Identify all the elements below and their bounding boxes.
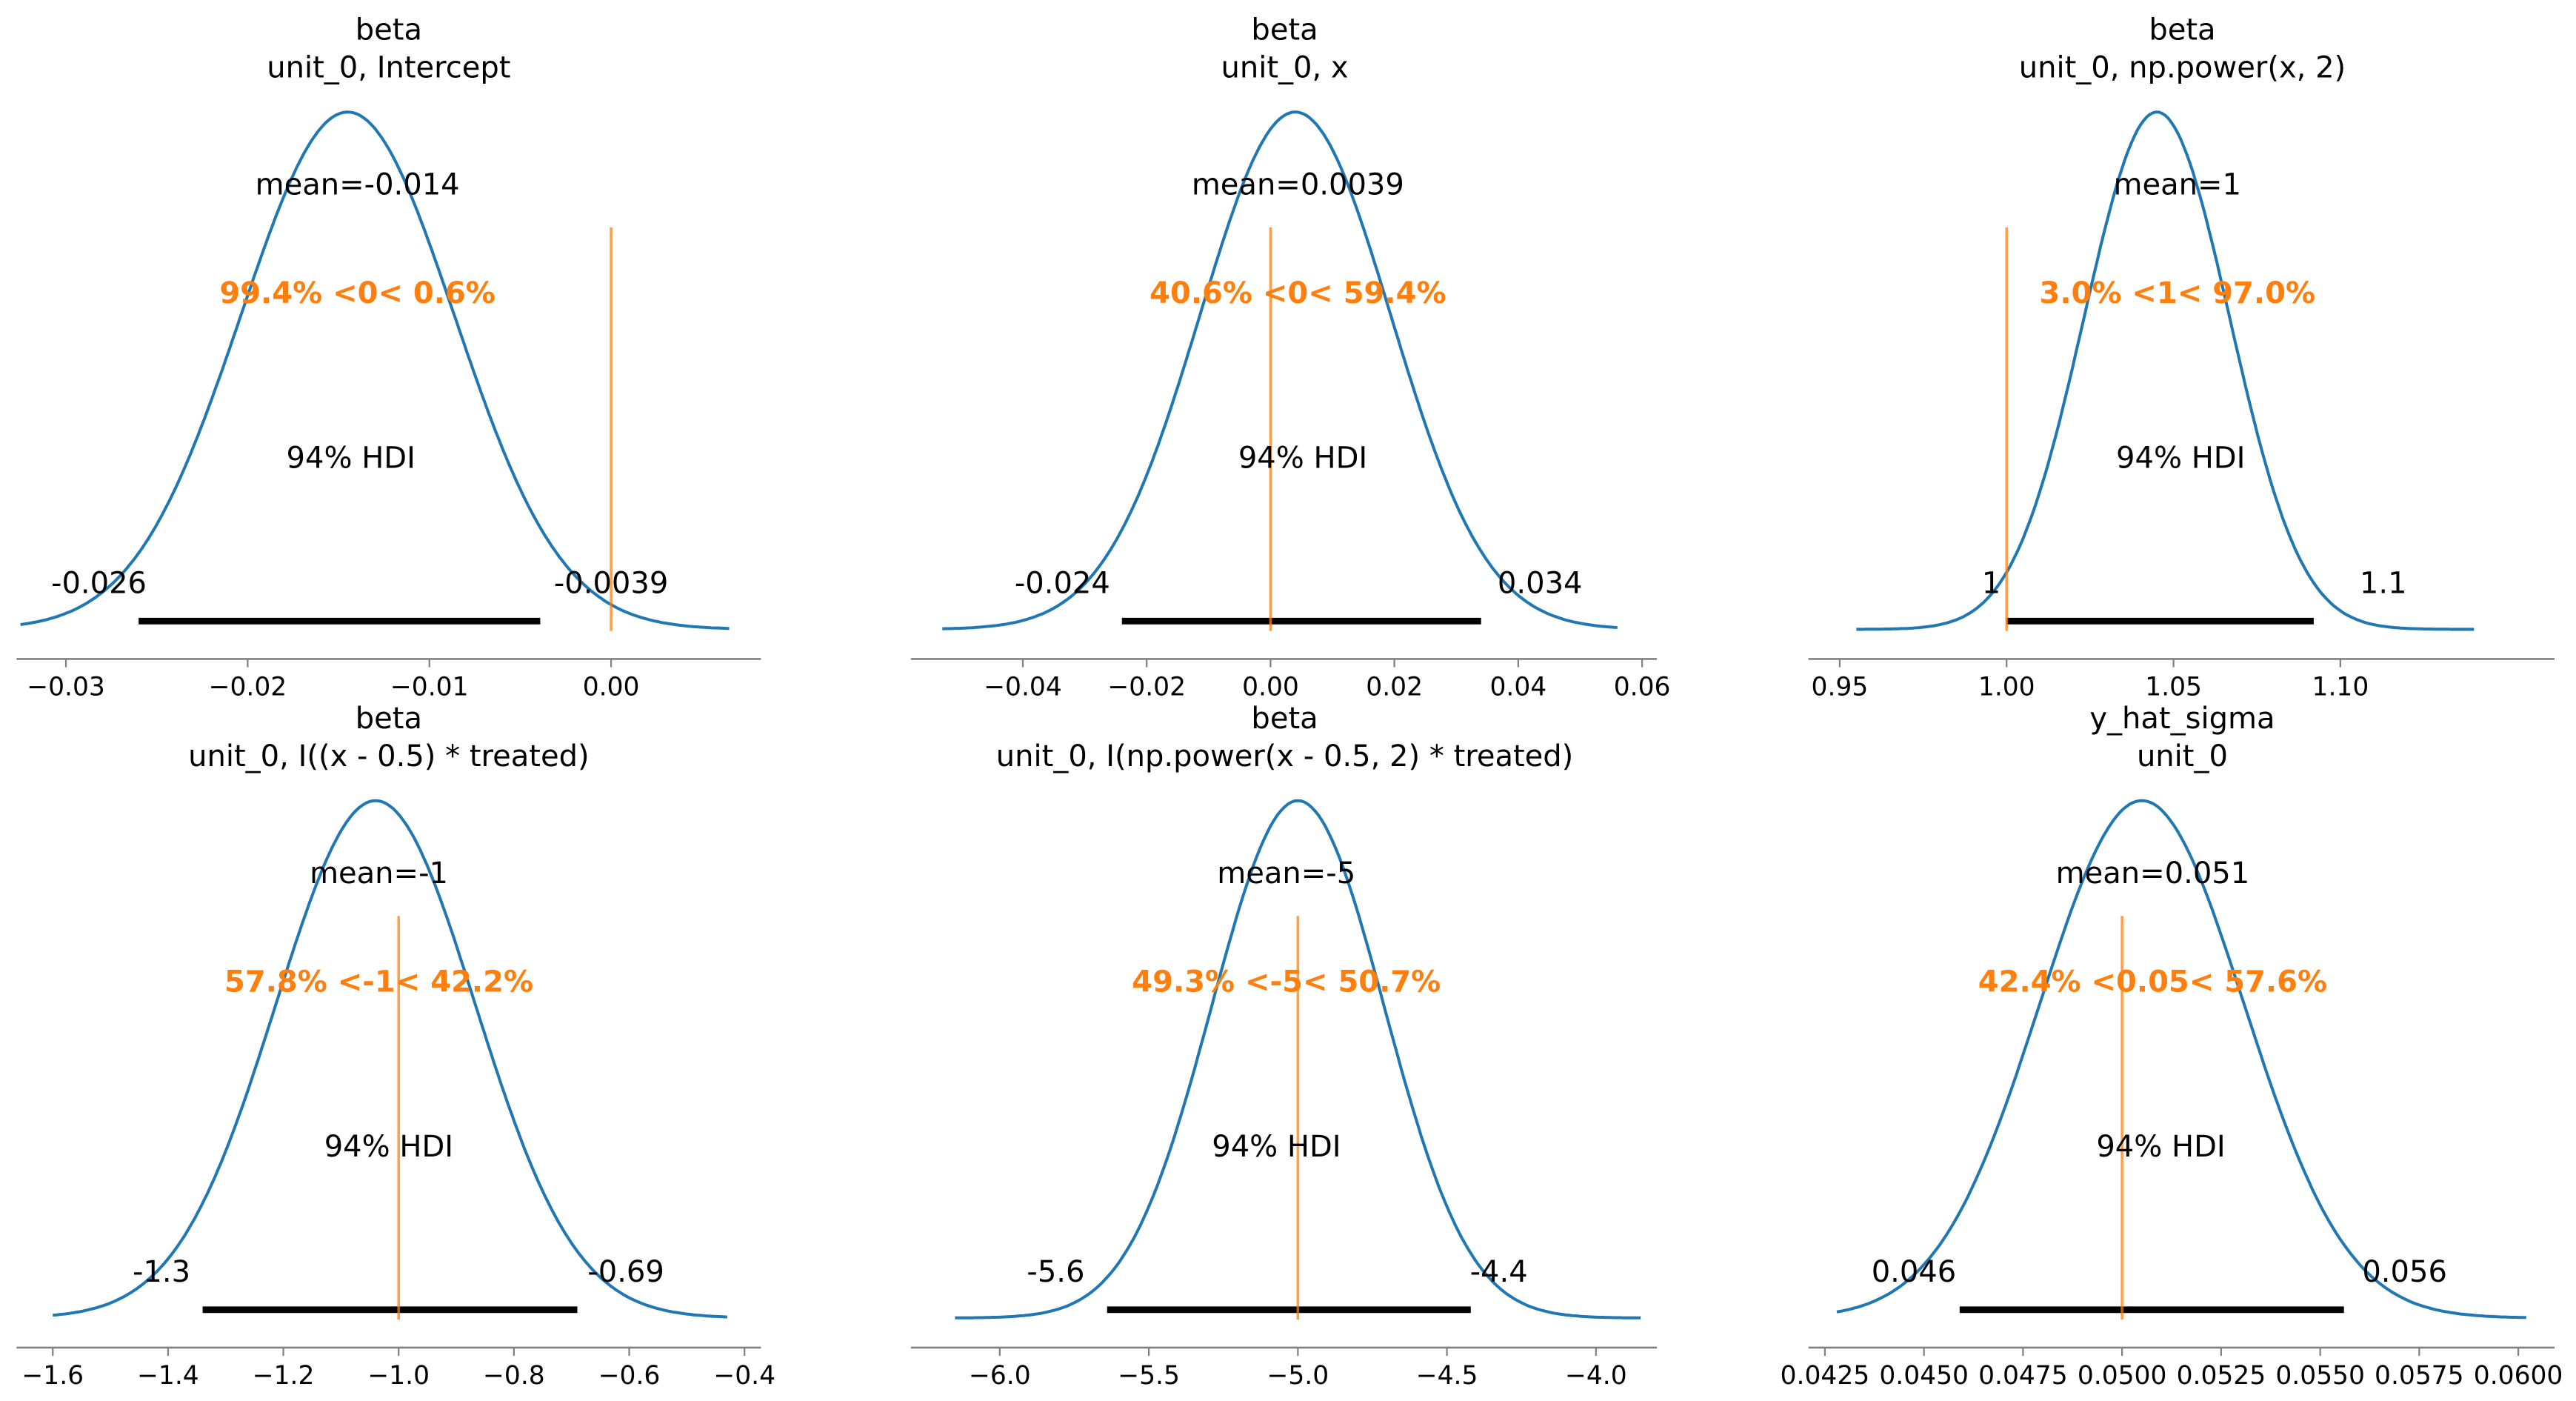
panel-title-line2: unit_0, x <box>1221 51 1348 85</box>
x-tick-label: −0.6 <box>598 1361 661 1391</box>
hdi-label: 94% HDI <box>2116 442 2245 476</box>
hdi-lower-label: -1.3 <box>133 1255 190 1289</box>
x-tick-label: 0.06 <box>1614 672 1671 702</box>
hdi-label: 94% HDI <box>2096 1130 2225 1164</box>
x-tick-label: −1.2 <box>253 1361 315 1391</box>
reference-probability-label: 49.3% <-5< 50.7% <box>1132 965 1441 999</box>
panel-title-line2: unit_0, np.power(x, 2) <box>2019 51 2346 85</box>
mean-label: mean=0.051 <box>2056 856 2250 891</box>
x-tick-label: −5.5 <box>1118 1361 1180 1391</box>
hdi-lower-label: -0.024 <box>1015 567 1110 601</box>
panel-title-line1: y_hat_sigma <box>2089 702 2275 736</box>
x-tick-label: 0.0450 <box>1879 1361 1969 1391</box>
kde-curve <box>955 799 1641 1320</box>
x-tick-label: 0.0600 <box>2474 1361 2563 1391</box>
x-tick-label: −1.0 <box>367 1361 430 1391</box>
panel-title-line2: unit_0, I((x - 0.5) * treated) <box>188 739 589 773</box>
x-tick-label: 0.00 <box>583 672 640 702</box>
x-tick-label: 0.0475 <box>1978 1361 2068 1391</box>
x-tick-label: −0.01 <box>390 672 469 702</box>
reference-probability-label: 40.6% <0< 59.4% <box>1149 276 1446 310</box>
x-tick-label: −1.4 <box>137 1361 199 1391</box>
panel-title-line2: unit_0, Intercept <box>267 51 510 85</box>
x-tick-label: 0.0575 <box>2375 1361 2464 1391</box>
reference-probability-label: 42.4% <0.05< 57.6% <box>1978 965 2327 999</box>
x-tick-label: 1.10 <box>2312 672 2369 702</box>
x-tick-label: −0.02 <box>209 672 287 702</box>
panel-title-line2: unit_0, I(np.power(x - 0.5, 2) * treated… <box>996 739 1574 773</box>
x-tick-label: −6.0 <box>969 1361 1031 1391</box>
panel-title-line1: beta <box>356 702 422 736</box>
x-tick-label: 0.0425 <box>1781 1361 1870 1391</box>
mean-label: mean=1 <box>2114 167 2241 202</box>
x-tick-label: 0.95 <box>1812 672 1869 702</box>
hdi-lower-label: 1 <box>1982 567 2001 601</box>
x-tick-label: 0.0525 <box>2177 1361 2266 1391</box>
mean-label: mean=0.0039 <box>1192 167 1404 202</box>
hdi-lower-label: -0.026 <box>51 567 147 601</box>
x-tick-label: −5.0 <box>1267 1361 1329 1391</box>
x-tick-label: −1.6 <box>21 1361 84 1391</box>
hdi-upper-label: 0.034 <box>1498 567 1583 601</box>
hdi-label: 94% HDI <box>287 442 416 476</box>
hdi-upper-label: 1.1 <box>2360 567 2407 601</box>
hdi-upper-label: -0.0039 <box>554 567 668 601</box>
kde-curve <box>1856 110 2475 631</box>
hdi-lower-label: 0.046 <box>1872 1255 1957 1289</box>
x-tick-label: −4.5 <box>1416 1361 1478 1391</box>
x-tick-label: 0.04 <box>1490 672 1547 702</box>
reference-probability-label: 3.0% <1< 97.0% <box>2039 276 2315 310</box>
x-tick-label: 0.0550 <box>2275 1361 2365 1391</box>
x-tick-label: −0.04 <box>984 672 1062 702</box>
panel-title-line2: unit_0 <box>2137 739 2228 773</box>
x-tick-label: −4.0 <box>1565 1361 1627 1391</box>
hdi-label: 94% HDI <box>1238 442 1367 476</box>
x-tick-label: 1.00 <box>1978 672 2035 702</box>
mean-label: mean=-0.014 <box>256 167 460 202</box>
kde-curve <box>942 110 1618 630</box>
x-tick-label: 0.00 <box>1242 672 1299 702</box>
panel-title-line1: beta <box>356 13 422 47</box>
hdi-lower-label: -5.6 <box>1027 1255 1084 1289</box>
x-tick-label: −0.03 <box>27 672 105 702</box>
reference-probability-label: 99.4% <0< 0.6% <box>219 276 495 310</box>
panel-title-line1: beta <box>2149 13 2215 47</box>
x-tick-label: −0.4 <box>713 1361 775 1391</box>
x-tick-label: 0.02 <box>1366 672 1423 702</box>
kde-curve <box>1836 799 2526 1320</box>
x-tick-label: −0.8 <box>483 1361 545 1391</box>
x-tick-label: 1.05 <box>2145 672 2202 702</box>
hdi-upper-label: 0.056 <box>2362 1255 2447 1289</box>
x-tick-label: 0.0500 <box>2078 1361 2167 1391</box>
panel-title-line1: beta <box>1251 702 1318 736</box>
hdi-upper-label: -4.4 <box>1470 1255 1528 1289</box>
hdi-label: 94% HDI <box>324 1130 453 1164</box>
hdi-label: 94% HDI <box>1212 1130 1341 1164</box>
kde-curve <box>53 799 727 1319</box>
hdi-upper-label: -0.69 <box>587 1255 664 1289</box>
panel-title-line1: beta <box>1251 13 1318 47</box>
mean-label: mean=-5 <box>1217 856 1355 891</box>
mean-label: mean=-1 <box>310 856 448 891</box>
x-tick-label: −0.02 <box>1107 672 1186 702</box>
reference-probability-label: 57.8% <-1< 42.2% <box>224 965 533 999</box>
